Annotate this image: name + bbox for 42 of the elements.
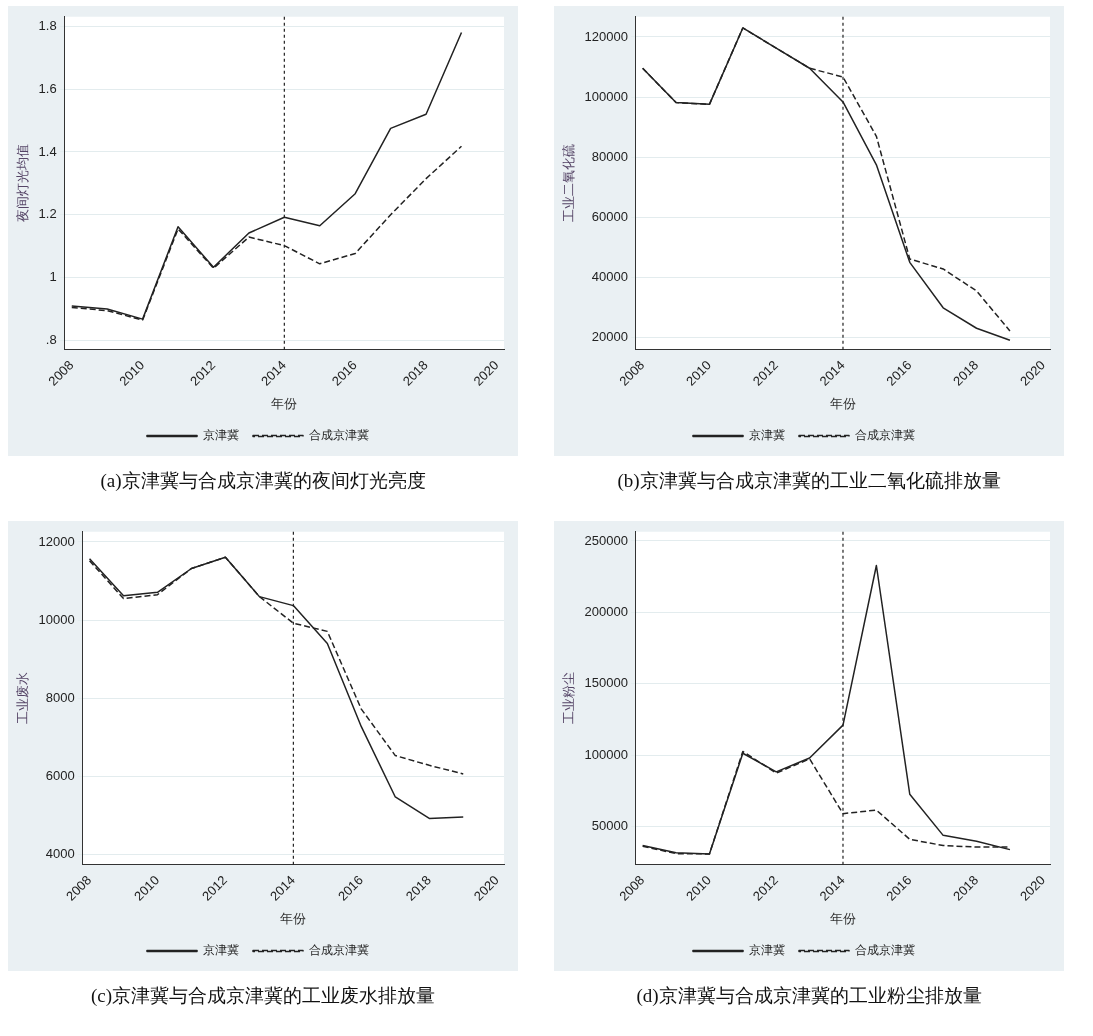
y-axis-title: 工业粉尘 xyxy=(561,672,577,725)
y-tick-label: 150000 xyxy=(584,675,628,691)
legend-label: 京津冀 xyxy=(203,943,239,958)
y-tick-label: 20000 xyxy=(591,329,628,345)
y-axis-title: 工业二氧化硫 xyxy=(561,144,577,223)
text: (b)京津冀与合成京津冀的工业二氧化硫排放量 xyxy=(616,469,1002,493)
text: (d)京津冀与合成京津冀的工业粉尘排放量 xyxy=(635,984,983,1008)
y-tick-label: 1.2 xyxy=(38,206,57,222)
y-tick-label: 1.6 xyxy=(38,80,57,96)
y-tick-label: 40000 xyxy=(591,269,628,285)
legend-label: 京津冀 xyxy=(749,943,785,958)
y-tick-label: .8 xyxy=(45,332,57,348)
y-tick-label: 6000 xyxy=(45,767,75,783)
y-tick-label: 10000 xyxy=(38,611,75,627)
x-axis-title: 年份 xyxy=(829,395,856,411)
text: (a)京津冀与合成京津冀的夜间灯光亮度 xyxy=(99,469,427,493)
y-axis-title: 工业废水 xyxy=(15,672,31,725)
y-tick-label: 4000 xyxy=(45,845,75,861)
legend-label: 京津冀 xyxy=(749,428,785,443)
y-tick-label: 80000 xyxy=(591,148,628,164)
x-axis-title: 年份 xyxy=(271,395,298,411)
y-tick-label: 50000 xyxy=(591,818,628,834)
text: (c)京津冀与合成京津冀的工业废水排放量 xyxy=(89,984,437,1008)
y-tick-label: 100000 xyxy=(584,88,628,104)
y-tick-label: 120000 xyxy=(584,28,628,44)
y-axis-title: 夜间灯光均值 xyxy=(15,144,31,223)
legend-label: 京津冀 xyxy=(203,428,239,443)
y-tick-label: 1 xyxy=(49,269,57,285)
legend-label: 合成京津冀 xyxy=(855,943,915,958)
x-axis-title: 年份 xyxy=(829,910,856,926)
y-tick-label: 250000 xyxy=(584,532,628,548)
y-tick-label: 100000 xyxy=(584,746,628,762)
y-tick-label: 12000 xyxy=(38,533,75,549)
legend-label: 合成京津冀 xyxy=(309,428,369,443)
legend-label: 合成京津冀 xyxy=(309,943,369,958)
legend-label: 合成京津冀 xyxy=(855,428,915,443)
y-tick-label: 8000 xyxy=(45,689,75,705)
y-tick-label: 1.4 xyxy=(38,143,57,159)
y-tick-label: 60000 xyxy=(591,209,628,225)
x-axis-title: 年份 xyxy=(280,910,307,926)
y-tick-label: 200000 xyxy=(584,603,628,619)
y-tick-label: 1.8 xyxy=(38,17,57,33)
